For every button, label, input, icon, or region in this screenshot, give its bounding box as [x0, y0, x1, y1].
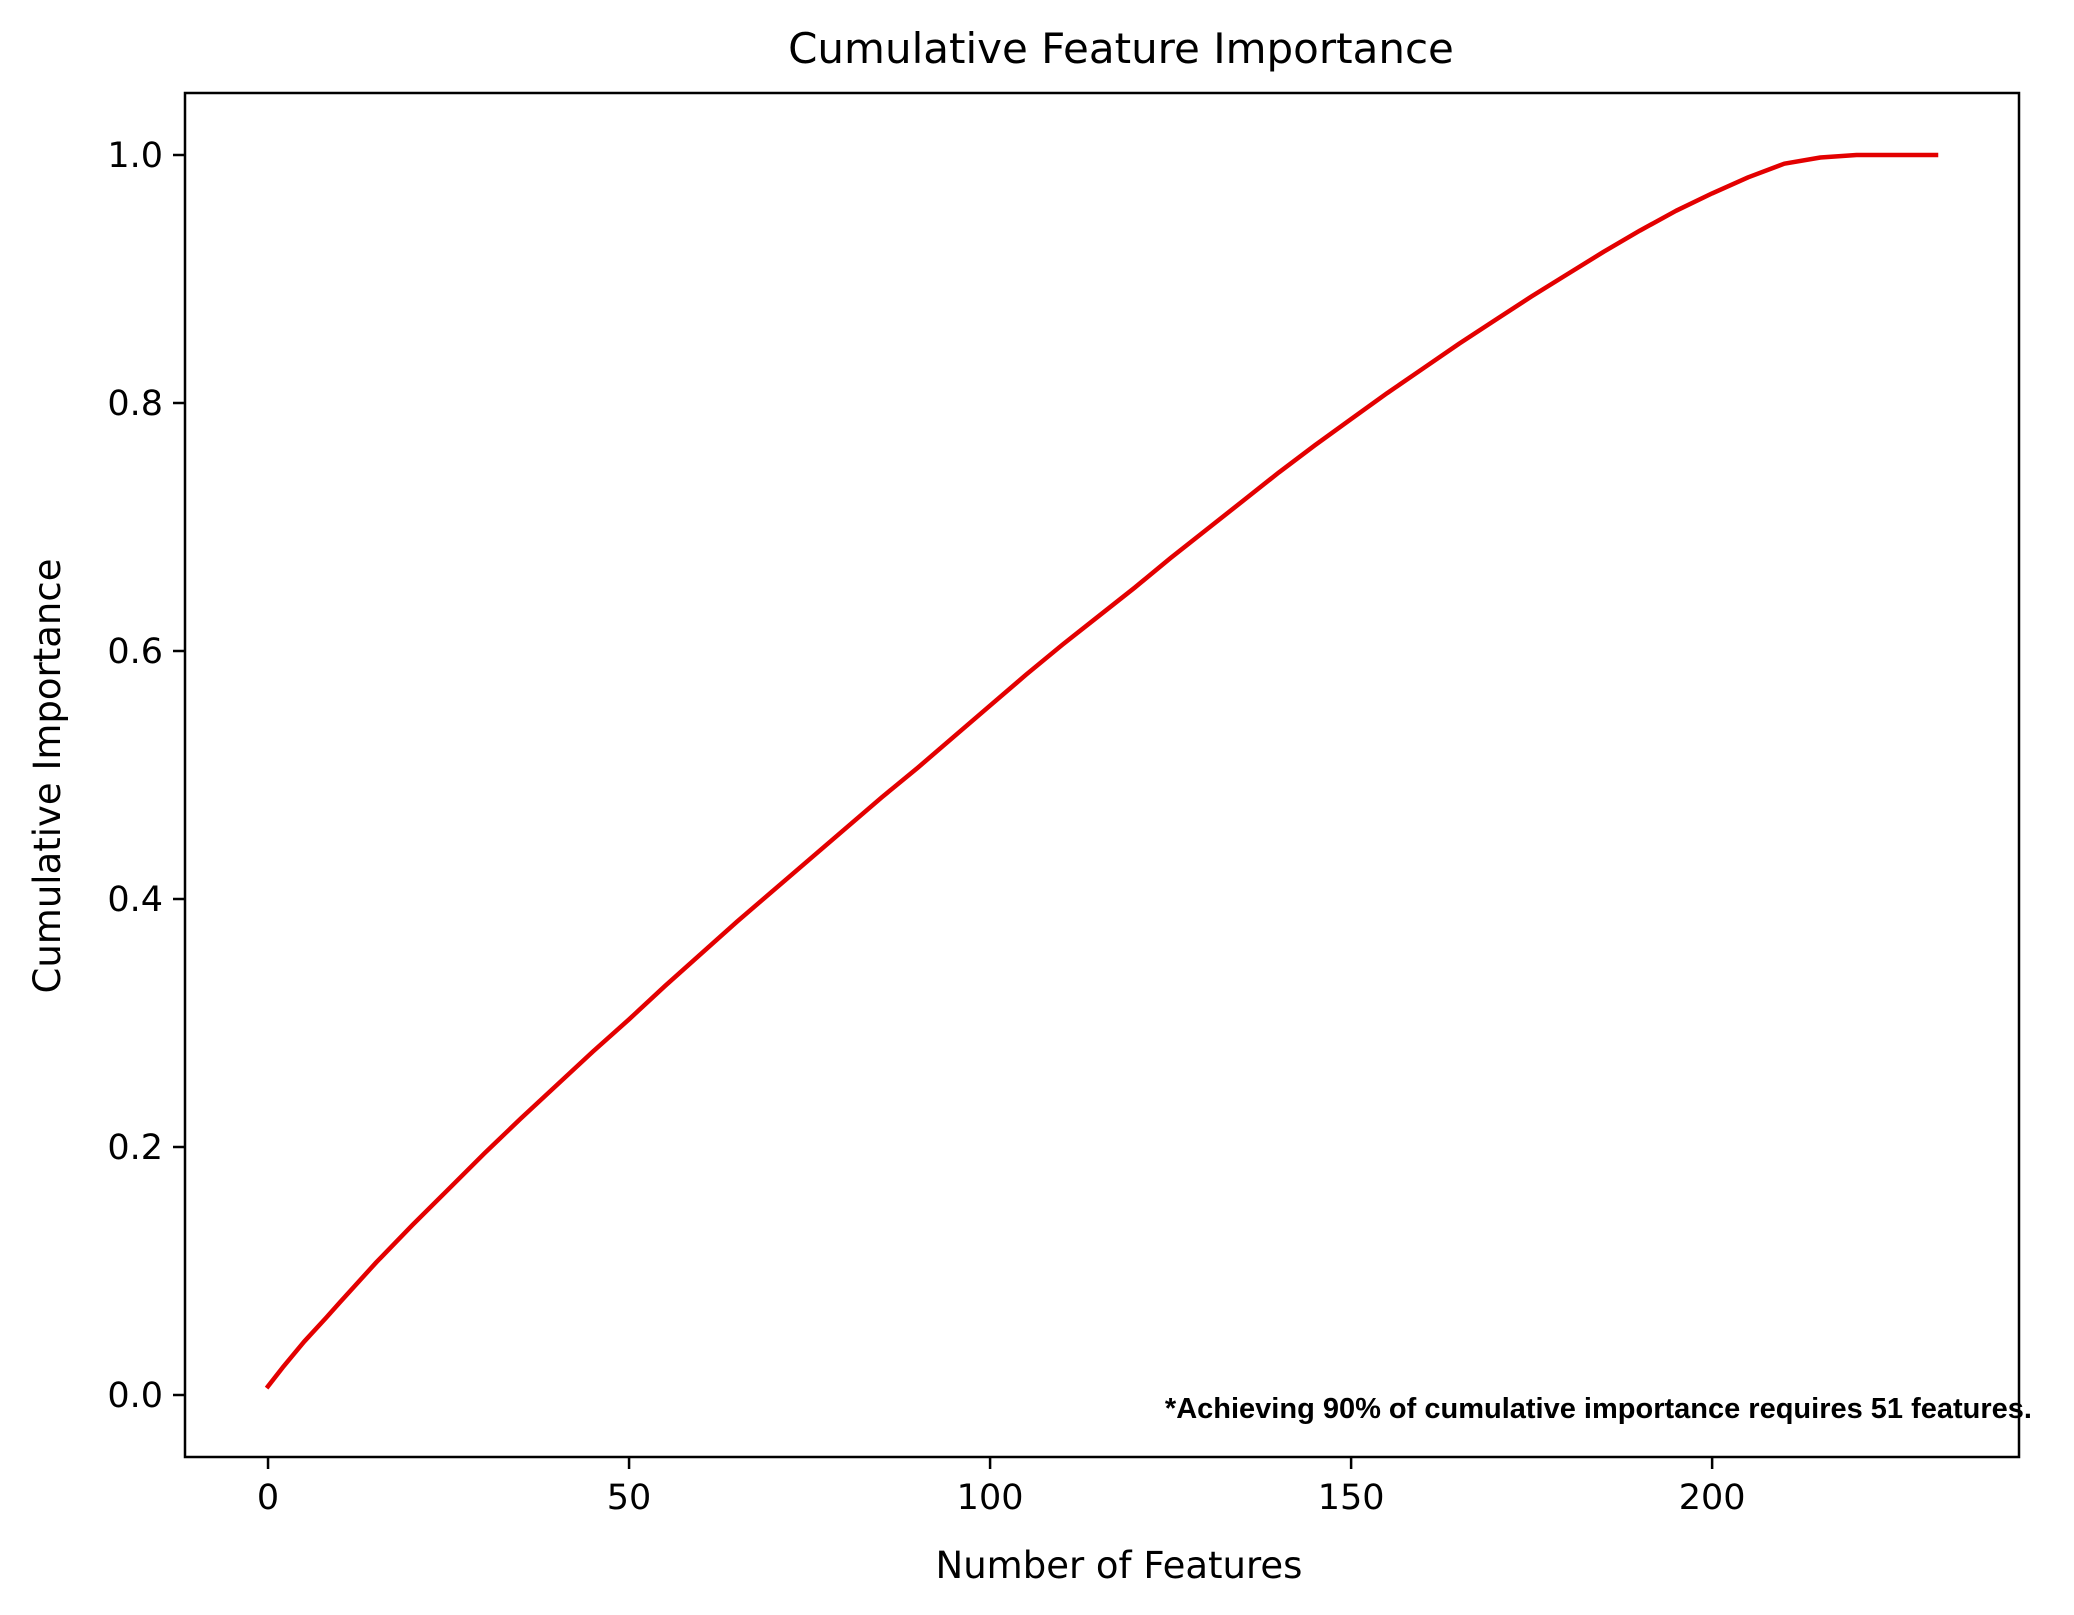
x-tick-label: 100	[957, 1478, 1024, 1518]
x-axis-label: Number of Features	[936, 1544, 1303, 1587]
y-tick-label: 0.0	[107, 1376, 163, 1416]
chart-title: Cumulative Feature Importance	[788, 24, 1454, 73]
y-tick-label: 0.4	[107, 880, 163, 920]
x-tick-label: 0	[257, 1478, 279, 1518]
x-tick-label: 200	[1679, 1478, 1746, 1518]
plot-frame	[183, 91, 2021, 1459]
y-tick-label: 1.0	[107, 136, 163, 176]
y-axis: 0.0 0.2 0.4 0.6 0.8 1.0	[107, 136, 185, 1416]
y-tick-label: 0.6	[107, 632, 163, 672]
x-axis: 0 50 100 150 200	[257, 1457, 1746, 1518]
plot-area	[264, 152, 1939, 1390]
y-axis-label: Cumulative Importance	[26, 559, 69, 994]
x-tick-label: 150	[1318, 1478, 1385, 1518]
x-tick-label: 50	[607, 1478, 652, 1518]
y-tick-label: 0.8	[107, 384, 163, 424]
chart-annotation: *Achieving 90% of cumulative importance …	[1165, 1393, 2032, 1425]
series-line	[264, 152, 1939, 1390]
y-tick-label: 0.2	[107, 1128, 163, 1168]
